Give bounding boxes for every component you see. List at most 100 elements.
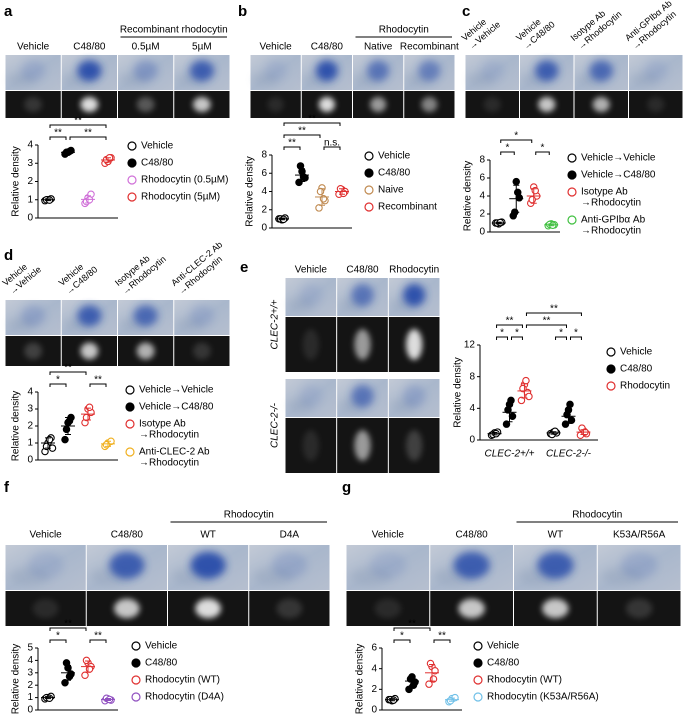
legend-label: Vehicle bbox=[378, 151, 411, 162]
density-spot bbox=[370, 96, 387, 113]
error-bar bbox=[65, 417, 71, 435]
density-spot bbox=[276, 598, 303, 619]
legend-marker bbox=[606, 347, 616, 357]
dye-spot bbox=[403, 283, 426, 307]
significance-bracket bbox=[555, 336, 567, 340]
significance-bracket bbox=[525, 324, 567, 328]
legend-marker bbox=[567, 170, 577, 180]
group-label: Rhodocytin bbox=[572, 510, 622, 521]
error-bar bbox=[449, 697, 455, 702]
y-tick-label: 0 bbox=[261, 223, 267, 234]
legend-marker bbox=[606, 381, 616, 391]
data-point bbox=[563, 410, 571, 419]
panel-letter: f bbox=[4, 479, 10, 496]
significance-bracket bbox=[500, 151, 515, 155]
dye-spot bbox=[77, 305, 102, 327]
data-point bbox=[567, 416, 576, 424]
dye-spot bbox=[133, 60, 158, 82]
density-spot bbox=[458, 598, 485, 619]
dye-spot bbox=[369, 551, 407, 579]
error-bar bbox=[65, 664, 71, 681]
significance-bracket bbox=[496, 324, 523, 328]
dye-spot bbox=[537, 551, 574, 579]
legend-label: Rhodocytin bbox=[620, 381, 670, 392]
error-bar bbox=[530, 188, 537, 204]
legend-marker bbox=[127, 175, 137, 185]
legend-label: Rhodocytin (D4A) bbox=[145, 692, 224, 703]
error-bar bbox=[389, 698, 395, 702]
data-point bbox=[513, 188, 522, 197]
data-point bbox=[81, 671, 89, 680]
density-spot bbox=[538, 96, 556, 113]
significance-label: * bbox=[56, 631, 60, 642]
data-point bbox=[61, 678, 69, 687]
legend-label: Rhodocytin (K53A/R56A) bbox=[487, 692, 599, 703]
y-tick-label: 1 bbox=[27, 194, 33, 205]
error-bar bbox=[105, 697, 111, 701]
dye-spot bbox=[20, 60, 46, 82]
significance-label: ** bbox=[84, 128, 92, 139]
y-tick-label: 4 bbox=[261, 186, 267, 197]
y-tick-label: 0 bbox=[469, 435, 475, 446]
significance-bracket bbox=[393, 639, 411, 643]
significance-label: * bbox=[400, 631, 404, 642]
legend-marker bbox=[125, 402, 135, 412]
significance-label: ** bbox=[408, 619, 416, 630]
significance-bracket bbox=[89, 383, 107, 387]
dye-spot bbox=[264, 60, 287, 82]
dye-spot bbox=[643, 60, 668, 82]
legend-label: Recombinant bbox=[378, 202, 437, 213]
legend-marker bbox=[364, 168, 374, 178]
legend-label: Vehicle bbox=[487, 641, 520, 652]
legend-label: C48/80 bbox=[145, 658, 178, 669]
panel-letter: d bbox=[4, 247, 13, 264]
y-tick-label: 2 bbox=[479, 209, 485, 220]
error-bar bbox=[339, 188, 345, 195]
y-tick-label: 2 bbox=[27, 176, 33, 187]
legend-marker bbox=[127, 158, 137, 168]
dye-spot bbox=[480, 60, 505, 82]
x-tick-label: CLEC-2+/+ bbox=[484, 449, 534, 460]
y-tick-label: 3 bbox=[27, 667, 33, 678]
column-label: Recombinant bbox=[400, 42, 459, 53]
error-bar bbox=[491, 431, 498, 436]
density-spot bbox=[406, 329, 423, 360]
legend-label: Isotype Ab bbox=[139, 419, 186, 430]
significance-label: ** bbox=[64, 619, 72, 630]
data-point bbox=[62, 659, 71, 667]
error-bar bbox=[85, 195, 91, 204]
y-tick-label: 12 bbox=[464, 340, 476, 351]
significance-label: ** bbox=[506, 316, 514, 327]
density-spot bbox=[354, 329, 371, 360]
data-point bbox=[62, 425, 71, 434]
y-tick-label: 0 bbox=[27, 705, 33, 716]
significance-bracket bbox=[49, 124, 107, 128]
legend-label: Naive bbox=[378, 185, 404, 196]
data-point bbox=[522, 376, 530, 385]
data-point bbox=[65, 417, 74, 425]
y-tick-label: 4 bbox=[27, 387, 33, 398]
legend-label: →Rhodocytin bbox=[139, 458, 199, 469]
significance-label: * bbox=[56, 375, 60, 386]
y-tick-label: 2 bbox=[27, 421, 33, 432]
column-label: Rhodocytin bbox=[389, 265, 439, 276]
column-label: Native bbox=[364, 42, 393, 53]
significance-bracket bbox=[500, 139, 533, 143]
significance-label: * bbox=[515, 328, 519, 339]
legend-label: Vehicle→C48/80 bbox=[139, 402, 214, 413]
legend-label: Isotype Ab bbox=[581, 187, 628, 198]
data-point bbox=[61, 435, 69, 444]
error-bar bbox=[521, 383, 528, 399]
significance-label: ** bbox=[288, 138, 296, 149]
legend-marker bbox=[125, 419, 135, 429]
data-point bbox=[389, 696, 398, 704]
error-bar bbox=[506, 402, 513, 423]
significance-label: ** bbox=[64, 363, 72, 374]
significance-label: * bbox=[574, 328, 578, 339]
legend-label: →Rhodocytin bbox=[581, 198, 641, 209]
group-label: Rhodocytin bbox=[224, 510, 274, 521]
data-point bbox=[45, 435, 54, 444]
panel-letter: a bbox=[4, 3, 13, 20]
significance-bracket bbox=[49, 383, 67, 387]
error-bar bbox=[580, 429, 587, 435]
